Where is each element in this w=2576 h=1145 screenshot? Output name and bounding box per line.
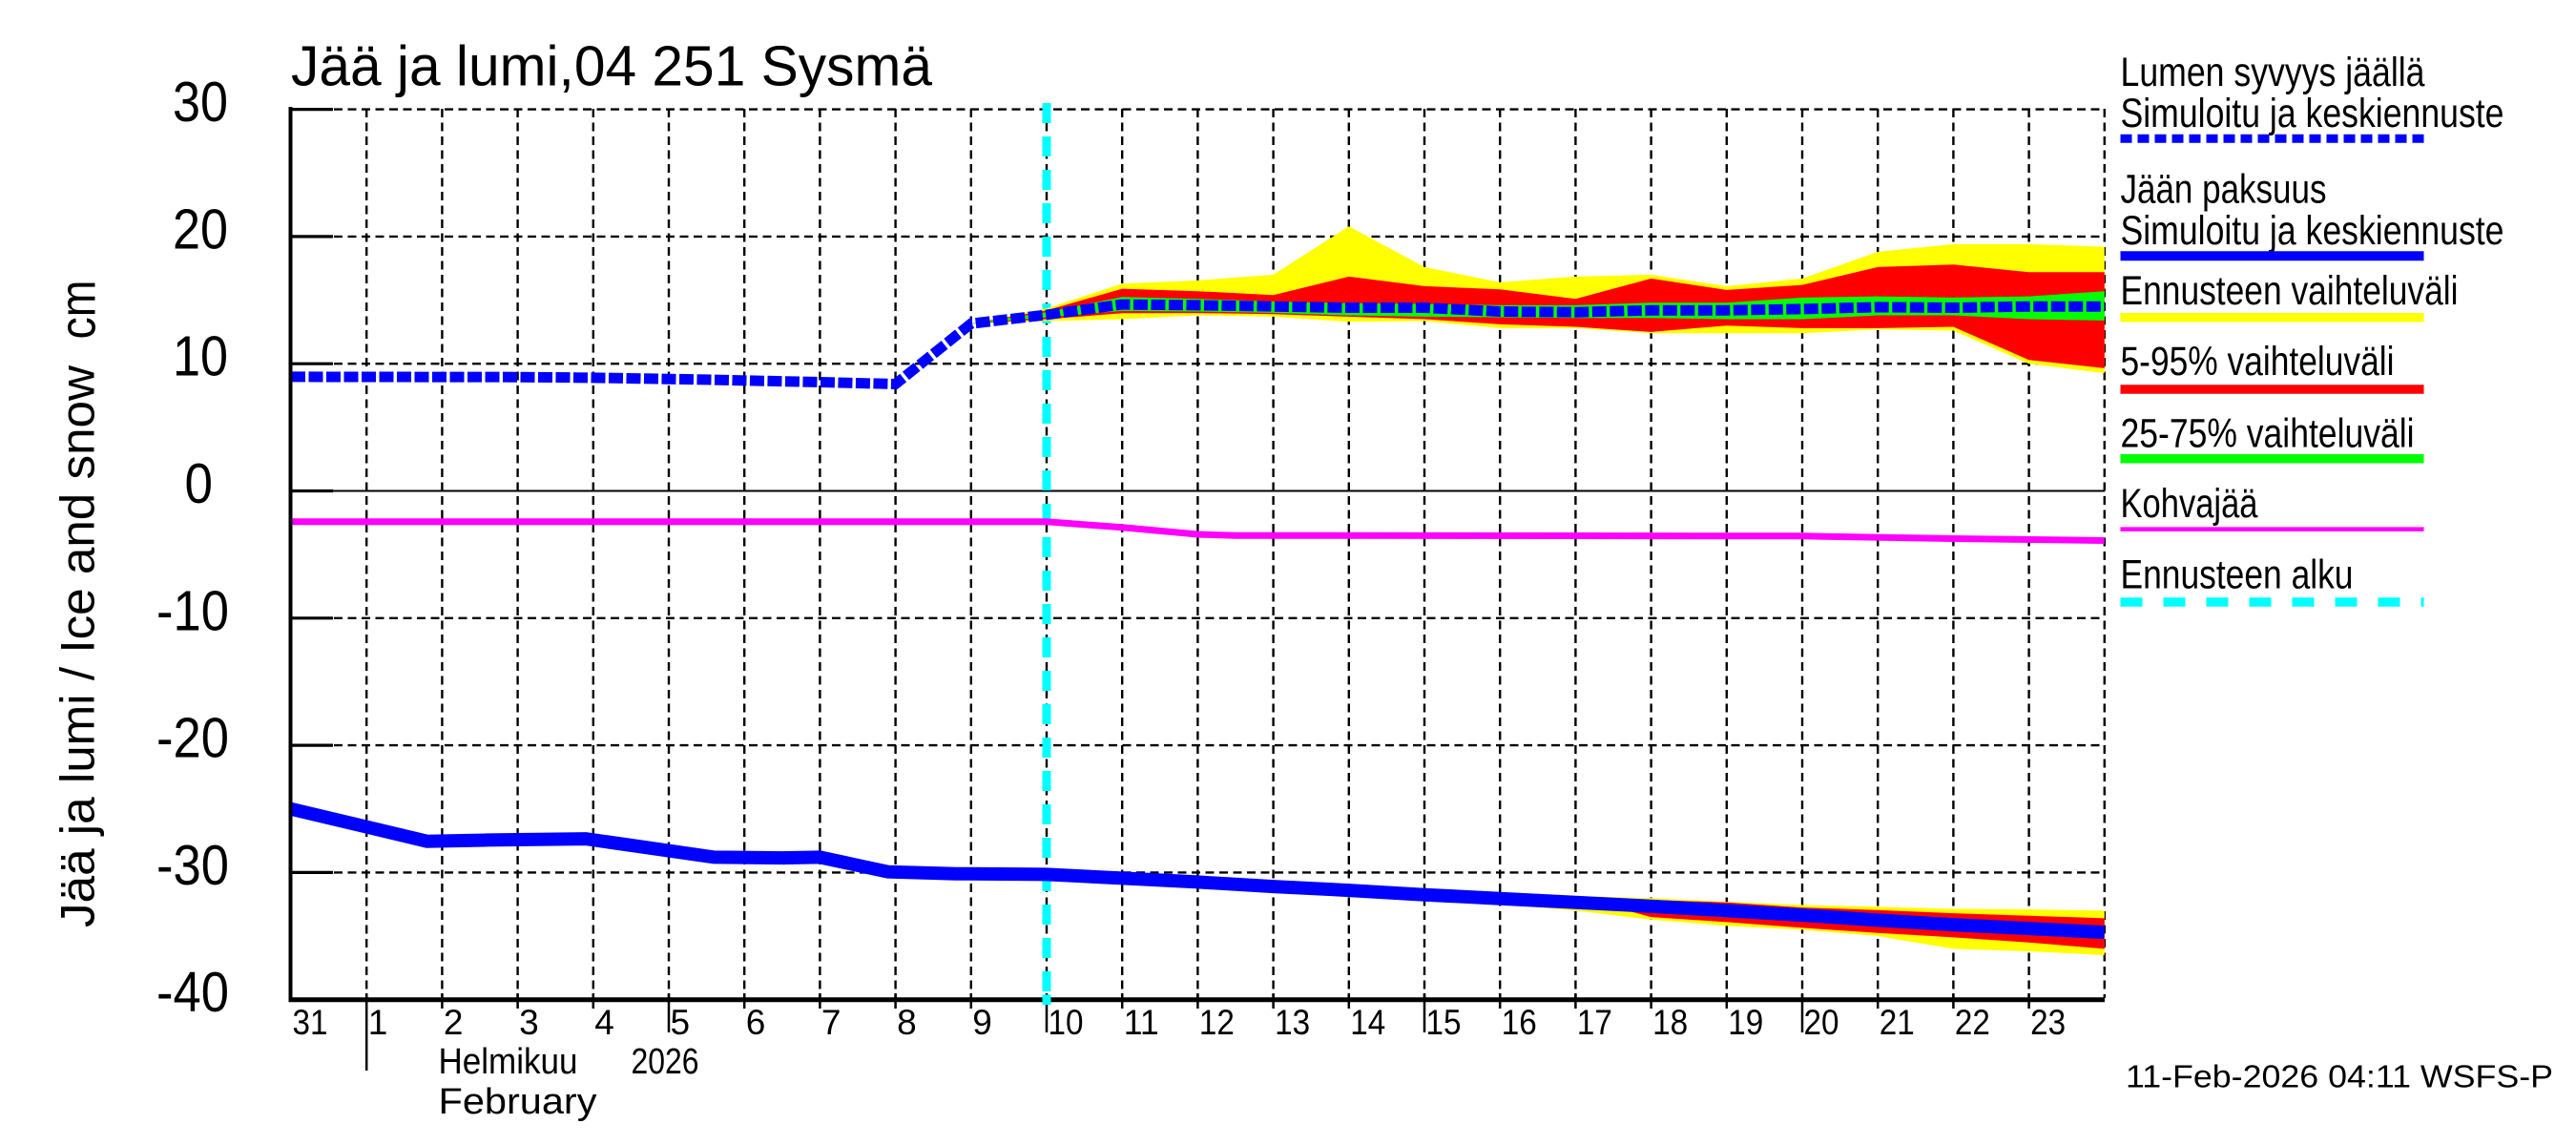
svg-text:0: 0 (185, 452, 214, 515)
svg-text:8: 8 (897, 1003, 917, 1042)
svg-text:13: 13 (1275, 1003, 1310, 1042)
svg-text:Jään paksuus: Jään paksuus (2121, 167, 2327, 213)
svg-text:Jää ja lumi / Ice and snow: Jää ja lumi / Ice and snow (52, 364, 105, 927)
svg-text:11: 11 (1124, 1003, 1159, 1042)
svg-text:14: 14 (1350, 1003, 1385, 1042)
svg-text:21: 21 (1880, 1003, 1915, 1042)
svg-text:2: 2 (444, 1003, 464, 1042)
svg-text:2026: 2026 (632, 1042, 699, 1082)
svg-text:10: 10 (173, 325, 228, 388)
svg-text:20: 20 (173, 198, 228, 260)
svg-text:3: 3 (519, 1003, 539, 1042)
svg-text:Simuloitu ja keskiennuste: Simuloitu ja keskiennuste (2121, 91, 2504, 136)
svg-text:Kohvajää: Kohvajää (2121, 481, 2258, 527)
svg-text:6: 6 (746, 1003, 766, 1042)
svg-text:-40: -40 (156, 961, 229, 1024)
svg-text:31: 31 (293, 1003, 328, 1042)
svg-text:5-95% vaihteluväli: 5-95% vaihteluväli (2121, 339, 2395, 385)
svg-text:16: 16 (1502, 1003, 1537, 1042)
svg-text:23: 23 (2030, 1003, 2066, 1042)
svg-text:30: 30 (173, 71, 228, 134)
svg-text:7: 7 (821, 1003, 841, 1042)
svg-text:February: February (439, 1082, 597, 1122)
svg-text:15: 15 (1426, 1003, 1462, 1042)
svg-text:11-Feb-2026 04:11 WSFS-P: 11-Feb-2026 04:11 WSFS-P (2126, 1059, 2553, 1094)
svg-text:Jää ja lumi,04 251 Sysmä: Jää ja lumi,04 251 Sysmä (291, 34, 932, 97)
svg-text:Ennusteen alku: Ennusteen alku (2121, 552, 2354, 597)
svg-text:22: 22 (1955, 1003, 1990, 1042)
svg-text:25-75% vaihteluväli: 25-75% vaihteluväli (2121, 410, 2415, 456)
svg-text:1: 1 (368, 1003, 388, 1042)
svg-text:Helmikuu: Helmikuu (439, 1042, 578, 1082)
svg-text:Lumen syvyys jäällä: Lumen syvyys jäällä (2121, 50, 2425, 95)
svg-text:17: 17 (1577, 1003, 1612, 1042)
svg-text:12: 12 (1199, 1003, 1235, 1042)
svg-text:4: 4 (594, 1003, 614, 1042)
svg-text:10: 10 (1049, 1003, 1084, 1042)
svg-text:19: 19 (1728, 1003, 1763, 1042)
svg-text:20: 20 (1804, 1003, 1839, 1042)
svg-text:18: 18 (1652, 1003, 1688, 1042)
svg-text:Simuloitu ja keskiennuste: Simuloitu ja keskiennuste (2121, 208, 2504, 254)
svg-text:5: 5 (671, 1003, 691, 1042)
svg-text:9: 9 (972, 1003, 992, 1042)
svg-text:cm: cm (51, 281, 107, 340)
svg-text:-20: -20 (156, 707, 229, 770)
svg-text:-30: -30 (156, 834, 229, 897)
svg-text:-10: -10 (156, 579, 229, 642)
svg-text:Ennusteen vaihteluväli: Ennusteen vaihteluväli (2121, 268, 2459, 314)
